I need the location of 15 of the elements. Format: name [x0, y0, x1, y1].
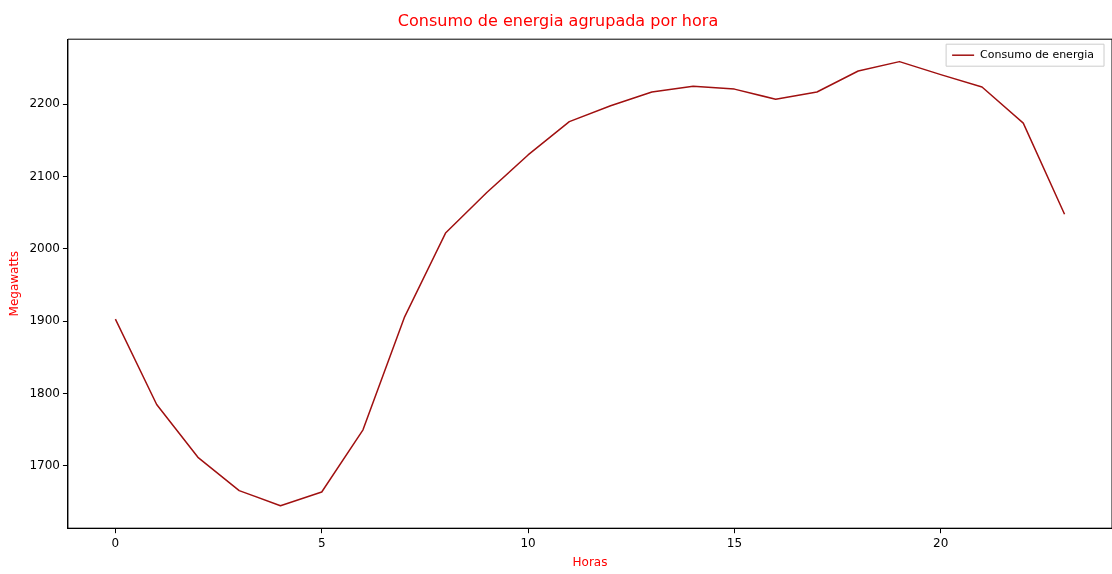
y-tick-label: 2000 — [29, 241, 60, 256]
x-tick-label: 10 — [520, 535, 536, 550]
x-tick-label: 20 — [933, 535, 949, 550]
y-tick-label: 2200 — [29, 96, 60, 111]
y-tick-label: 2100 — [29, 168, 60, 183]
x-tick-label: 15 — [726, 535, 743, 550]
legend-label: Consumo de energia — [980, 48, 1094, 62]
y-tick-label: 1800 — [29, 385, 60, 400]
x-tick-label: 0 — [111, 535, 120, 550]
x-axis-title: Horas — [572, 554, 608, 569]
y-axis-title: Megawatts — [7, 250, 22, 317]
chart-title: Consumo de energia agrupada por hora — [397, 10, 719, 30]
y-tick-label: 1700 — [29, 458, 60, 473]
x-tick-label: 5 — [317, 535, 326, 550]
y-tick-label: 1900 — [29, 313, 60, 328]
